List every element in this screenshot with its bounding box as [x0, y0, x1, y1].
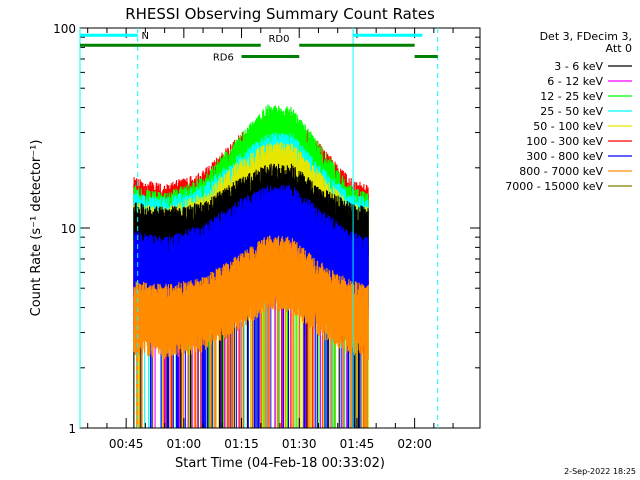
- legend-header-line-1: Det 3, FDecim 3,: [540, 30, 632, 43]
- generation-timestamp: 2-Sep-2022 18:25: [564, 467, 636, 476]
- state-label-rd6: RD6: [213, 53, 234, 64]
- legend: 3 - 6 keV 6 - 12 keV 12 - 25 keV 25 - 50 ke…: [505, 60, 632, 193]
- legend-label-6-12-kev: 6 - 12 keV: [547, 75, 603, 88]
- x-tick-label: 01:00: [167, 437, 202, 451]
- x-tick-label: 01:30: [282, 437, 317, 451]
- x-axis-label: Start Time (04-Feb-18 00:33:02): [175, 456, 385, 471]
- legend-label-800-7000-kev: 800 - 7000 keV: [519, 165, 603, 178]
- axis-ticks: 1 10 100 00:45 01:00 01:15 01:30 01:45 02:00: [53, 22, 480, 451]
- plot-area: [133, 104, 369, 428]
- legend-label-300-800-kev: 300 - 800 keV: [526, 150, 603, 163]
- x-tick-label: 01:45: [340, 437, 375, 451]
- legend-label-50-100-kev: 50 - 100 keV: [533, 120, 603, 133]
- legend-label-7000-15000-kev: 7000 - 15000 keV: [505, 180, 603, 193]
- y-tick-label: 10: [61, 222, 76, 236]
- y-axis-label: Count Rate (s⁻¹ detector⁻¹): [29, 140, 44, 317]
- legend-label-100-300-kev: 100 - 300 keV: [526, 135, 603, 148]
- legend-label-12-25-kev: 12 - 25 keV: [540, 90, 603, 103]
- x-tick-label: 02:00: [397, 437, 432, 451]
- y-tick-label: 100: [53, 22, 76, 36]
- legend-header-line-2: Att 0: [606, 42, 632, 55]
- legend-label-3-6-kev: 3 - 6 keV: [554, 60, 603, 73]
- x-tick-label: 01:15: [224, 437, 259, 451]
- series-800-7000-kev-trace: [133, 235, 369, 428]
- state-label-n: N: [142, 31, 149, 42]
- chart-title: RHESSI Observing Summary Count Rates: [125, 5, 435, 23]
- x-tick-label: 00:45: [109, 437, 144, 451]
- attenuator-annotations: N RD0 RD6: [79, 28, 439, 428]
- y-tick-label: 1: [68, 422, 76, 436]
- legend-label-25-50-kev: 25 - 50 keV: [540, 105, 603, 118]
- state-label-rd0: RD0: [268, 34, 289, 45]
